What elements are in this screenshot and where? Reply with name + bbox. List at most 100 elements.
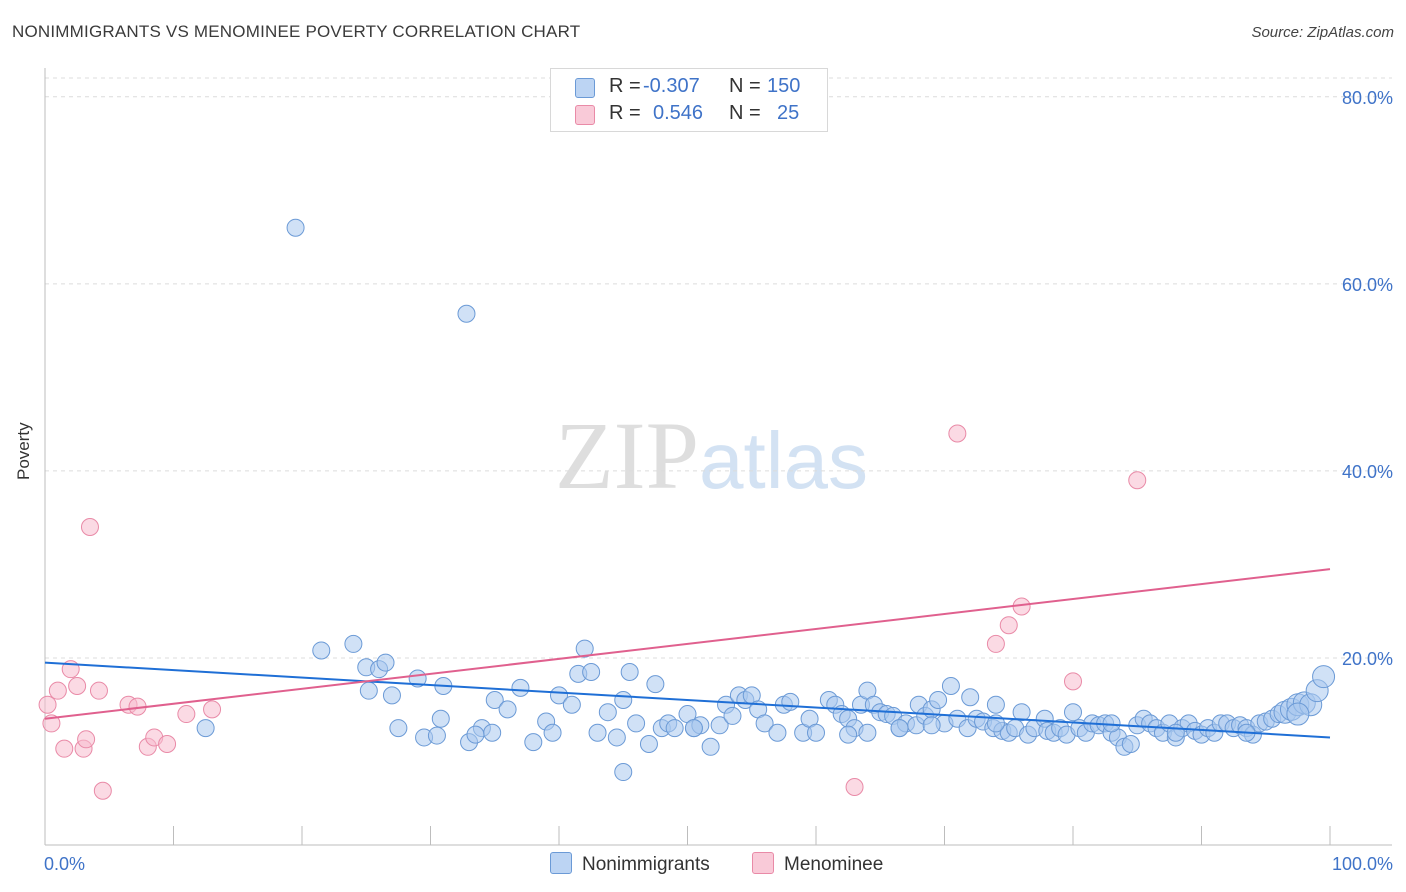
nonimmigrants-point [485, 691, 504, 710]
menominee-point [203, 700, 222, 719]
nonimmigrants-point [710, 716, 729, 735]
nonimmigrants-point [344, 634, 363, 653]
nonimmigrants-point [1121, 734, 1140, 753]
nonimmigrants-point [768, 723, 787, 742]
x-tick-label-min: 0.0% [44, 854, 85, 874]
nonimmigrants-point [498, 700, 517, 719]
nonimmigrants-point [598, 703, 617, 722]
menominee-point [55, 739, 74, 758]
menominee-trend-line [44, 568, 1331, 720]
menominee-point [80, 518, 99, 536]
chart-title: NONIMMIGRANTS VS MENOMINEE POVERTY CORRE… [12, 22, 581, 41]
nonimmigrants-point [359, 681, 378, 700]
nonimmigrants-point [781, 692, 800, 711]
legend-n-label: N = [729, 102, 761, 124]
nonimmigrants-point [929, 691, 948, 710]
menominee-point [177, 705, 196, 724]
y-axis-title: Poverty [14, 422, 33, 480]
legend-swatch-pink [575, 105, 595, 125]
legend-r-label: R = [609, 75, 641, 97]
nonimmigrants-point [1286, 702, 1310, 726]
nonimmigrants-point [614, 691, 633, 710]
bottom-swatch-blue [550, 852, 572, 874]
nonimmigrants-point [1064, 703, 1082, 722]
nonimmigrants-point [562, 695, 581, 714]
menominee-point [948, 424, 967, 443]
y-tick-label: 40.0% [1342, 462, 1393, 482]
nonimmigrants-point [543, 723, 562, 742]
menominee-point [999, 616, 1018, 635]
source-label: Source: ZipAtlas.com [1251, 24, 1394, 41]
trend-lines [44, 568, 1331, 739]
bottom-swatch-pink [752, 852, 774, 874]
correlation-legend: R = -0.307 N = 150 R = 0.546 N = 25 [550, 68, 828, 132]
menominee-point [986, 634, 1005, 653]
nonimmigrants-point [427, 726, 446, 745]
bottom-legend-nonimmigrants: Nonimmigrants [550, 852, 710, 876]
nonimmigrants-point [550, 686, 568, 705]
legend-n-value: 25 [777, 102, 800, 124]
nonimmigrants-points [196, 218, 1336, 782]
nonimmigrants-point [382, 686, 401, 705]
nonimmigrants-point [614, 763, 633, 782]
menominee-point [1064, 672, 1082, 691]
nonimmigrants-point [607, 728, 626, 747]
nonimmigrants-point [524, 733, 543, 752]
menominee-point [48, 681, 67, 700]
gridlines [45, 77, 1392, 659]
y-tick-label: 80.0% [1342, 88, 1393, 108]
nonimmigrants-point [701, 737, 720, 756]
nonimmigrants-point [922, 716, 941, 735]
x-tick-label-max: 100.0% [1332, 854, 1393, 874]
bottom-legend-label-1: Nonimmigrants [582, 854, 710, 875]
nonimmigrants-point [466, 725, 485, 744]
menominee-point [68, 677, 87, 695]
nonimmigrants-point [839, 725, 858, 744]
nonimmigrants-point [941, 677, 960, 695]
nonimmigrants-point [588, 723, 607, 742]
legend-r-label: R = [609, 102, 641, 124]
bottom-legend-menominee: Menominee [752, 852, 883, 876]
nonimmigrants-point [723, 706, 742, 725]
nonimmigrants-point [986, 695, 1005, 714]
nonimmigrants-trend-line [44, 661, 1331, 739]
nonimmigrants-point [755, 714, 774, 733]
nonimmigrants-point [627, 714, 646, 733]
legend-n-label: N = [729, 75, 761, 97]
legend-r-value: -0.307 [643, 75, 700, 97]
nonimmigrants-point [196, 719, 215, 738]
nonimmigrants-point [376, 653, 395, 672]
bottom-legend-label-2: Menominee [784, 854, 884, 875]
menominee-point [845, 778, 864, 797]
watermark: ZIPatlas [555, 400, 868, 511]
nonimmigrants-point [620, 662, 639, 681]
nonimmigrants-point [575, 639, 594, 658]
nonimmigrants-point [646, 675, 665, 694]
tick-labels: 20.0% 40.0% 60.0% 80.0% 0.0% 100.0% [44, 88, 1393, 874]
menominee-point [93, 781, 112, 800]
nonimmigrants-point [511, 678, 530, 697]
menominee-point [1128, 471, 1147, 490]
nonimmigrants-point [582, 662, 601, 681]
legend-n-value: 150 [767, 75, 801, 97]
nonimmigrants-point [457, 304, 476, 323]
nonimmigrants-point [665, 719, 684, 738]
axes [44, 68, 1392, 846]
menominee-point [38, 695, 57, 714]
nonimmigrants-point [639, 734, 658, 753]
watermark-zip: ZIP [555, 402, 699, 509]
watermark-atlas: atlas [699, 416, 868, 505]
menominee-points [38, 424, 1147, 800]
nonimmigrants-point [431, 709, 450, 728]
nonimmigrants-point [858, 723, 877, 742]
nonimmigrants-point [684, 719, 703, 738]
nonimmigrants-point [961, 688, 980, 707]
nonimmigrants-point [1012, 703, 1031, 722]
legend-swatch-blue [575, 78, 595, 98]
menominee-point [89, 681, 108, 700]
nonimmigrants-point [389, 719, 408, 738]
menominee-point [158, 734, 177, 753]
nonimmigrants-point [286, 218, 305, 237]
menominee-point [77, 730, 96, 749]
